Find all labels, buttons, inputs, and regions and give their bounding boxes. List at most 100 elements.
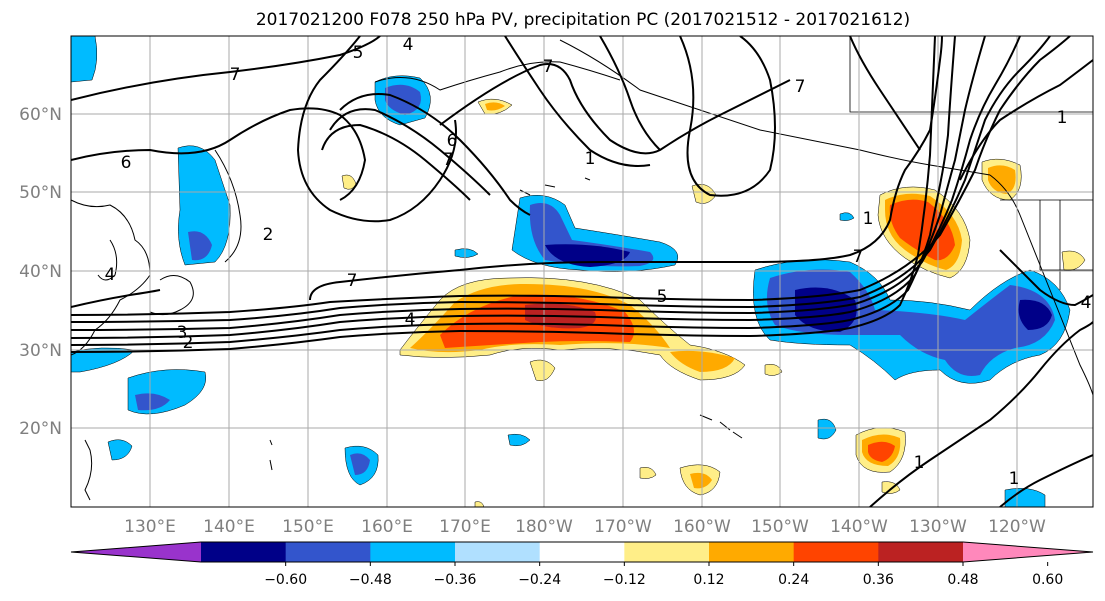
map-area: 7 6 5 4 7 6 7 2 3 4 7 5 4 7 7 1 1 1 1 4 … — [71, 35, 1093, 507]
contour-label: 3 — [177, 323, 188, 343]
contour-trough-1 — [339, 93, 531, 216]
lat-label: 40°N — [19, 262, 62, 282]
pos-region-small-f-core — [690, 472, 712, 489]
colorbar-segment — [709, 542, 795, 562]
contour-label: 4 — [403, 35, 414, 55]
lon-tick-labels: 130°E 140°E 150°E 160°E 170°E 180°W 170°… — [124, 517, 1046, 537]
colorbar-tick-label: −0.48 — [349, 572, 392, 588]
colorbar-segment — [878, 542, 964, 562]
contour-jet-3 — [71, 36, 1021, 331]
contour-east-ridge — [849, 36, 1093, 181]
contour-label: 1 — [1009, 469, 1020, 489]
lat-label: 50°N — [19, 183, 62, 203]
colorbar-tick-label: −0.36 — [434, 572, 477, 588]
contour-line-6-north — [71, 107, 367, 201]
contour-jet-2 — [71, 36, 1051, 323]
contour-label: 1 — [863, 209, 874, 229]
graticule — [71, 36, 1093, 507]
contour-label: 7 — [795, 77, 806, 97]
neg-region-east-core2 — [1018, 299, 1052, 330]
coastline-pacific-islands — [84, 439, 273, 501]
pos-region-small-c — [529, 359, 556, 381]
coastline-siberia — [374, 61, 621, 91]
border-us-states — [1039, 200, 1093, 290]
neg-region-sw1-core — [135, 393, 170, 411]
contour-labels: 7 6 5 4 7 6 7 2 3 4 7 5 4 7 7 1 1 1 1 4 … — [105, 35, 1092, 489]
lon-label: 140°W — [830, 517, 888, 537]
neg-region-nw-corner — [71, 36, 98, 83]
contour-line-5-north — [296, 36, 457, 223]
colorbar-tick-label: 0.60 — [1032, 572, 1063, 588]
contour-jet-1 — [71, 36, 1071, 316]
contour-label: 4 — [105, 265, 116, 285]
lon-label: 170°E — [439, 517, 491, 537]
contour-label: 1 — [585, 149, 596, 169]
contour-east-2 — [999, 454, 1093, 507]
colorbar: −0.60 −0.48 −0.36 −0.24 −0.12 0.12 0.24 0.36 0.4… — [70, 541, 1094, 588]
lon-label: 140°E — [203, 517, 255, 537]
contour-label: 1 — [914, 453, 925, 473]
colorbar-segment — [201, 542, 287, 562]
colorbar-segment — [539, 542, 625, 562]
contour-jet-7 — [309, 36, 943, 301]
contour-jet-5 — [71, 36, 956, 346]
contour-label: 5 — [353, 43, 364, 63]
contour-loop-3 — [599, 36, 661, 151]
contour-label: 7 — [543, 57, 554, 77]
contour-loop-1 — [439, 63, 791, 155]
neg-region-sw2 — [107, 439, 133, 461]
lon-label: 120°W — [988, 517, 1046, 537]
coastline-kamchatka — [214, 149, 242, 263]
pos-region-small-e-core — [868, 441, 895, 462]
neg-region-japan-north-core — [188, 231, 212, 261]
contour-west-2 — [71, 289, 161, 308]
colorbar-tick-label: −0.60 — [264, 572, 307, 588]
colorbar-tick-label: 0.36 — [863, 572, 894, 588]
contour-alaska-ridge — [679, 36, 776, 197]
lat-label: 20°N — [19, 419, 62, 439]
contour-east-trough — [999, 249, 1093, 307]
lon-label: 170°W — [594, 517, 652, 537]
neg-region-s2 — [507, 433, 531, 447]
neg-region-se — [1004, 488, 1046, 507]
neg-region-s1-core — [350, 453, 370, 475]
colorbar-segment — [455, 542, 541, 562]
contour-label: 6 — [447, 131, 458, 151]
lon-label: 180°W — [515, 517, 573, 537]
coastline-korea — [97, 239, 118, 281]
colorbar-segment — [793, 542, 879, 562]
contour-trough-3 — [321, 123, 471, 201]
neg-region-small2 — [839, 212, 855, 221]
contour-jet-4 — [71, 36, 986, 339]
map-title: 2017021200 F078 250 hPa PV, precipitatio… — [256, 10, 910, 30]
contour-trough-2 — [329, 108, 491, 196]
contour-label: 4 — [405, 310, 416, 330]
contour-east-1 — [869, 321, 1093, 507]
neg-region-small1 — [454, 248, 479, 258]
lon-label: 160°E — [361, 517, 413, 537]
lon-label: 150°W — [751, 517, 809, 537]
contour-label: 7 — [853, 247, 864, 267]
contour-label: 2 — [183, 333, 194, 353]
colorbar-outline — [70, 541, 1094, 563]
lat-label: 60°N — [19, 105, 62, 125]
colorbar-tick-label: 0.24 — [778, 572, 809, 588]
colorbar-segment — [370, 542, 456, 562]
contour-label: 4 — [1081, 293, 1092, 313]
neg-region-s3 — [817, 418, 837, 440]
contour-label: 7 — [347, 271, 358, 291]
colorbar-tick-label: 0.48 — [947, 572, 978, 588]
colorbar-segment — [624, 542, 710, 562]
pos-region-small-d — [764, 364, 783, 376]
contour-loop-2 — [504, 36, 651, 167]
pos-region-small-a-core — [485, 102, 505, 111]
pos-region-small-g — [639, 467, 657, 479]
colorbar-arrow-low — [71, 542, 201, 562]
coastline-na-west — [989, 174, 1093, 396]
contour-label: 5 — [657, 287, 668, 307]
lat-label: 30°N — [19, 341, 62, 361]
lon-label: 130°W — [909, 517, 967, 537]
colorbar-arrow-high — [963, 542, 1093, 562]
lon-label: 150°E — [282, 517, 334, 537]
